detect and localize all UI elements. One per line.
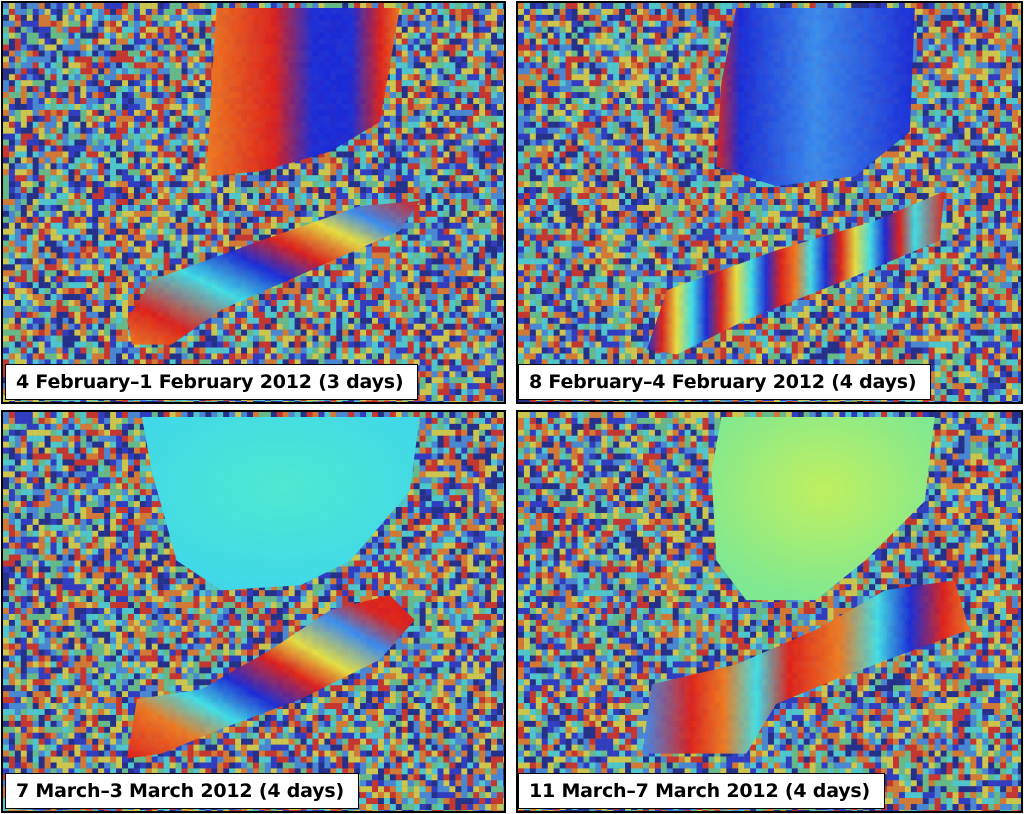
interferogram-panel-1: 4 February–1 February 2012 (3 days) <box>1 1 506 404</box>
interferogram-image <box>518 3 1021 402</box>
interferogram-image <box>3 412 504 811</box>
panel-caption: 7 March–3 March 2012 (4 days) <box>5 773 359 809</box>
panel-caption: 8 February–4 February 2012 (4 days) <box>518 364 932 400</box>
panel-caption: 4 February–1 February 2012 (3 days) <box>5 364 419 400</box>
panel-caption: 11 March–7 March 2012 (4 days) <box>518 773 886 809</box>
interferogram-image <box>3 3 504 402</box>
interferogram-panel-2: 8 February–4 February 2012 (4 days) <box>516 1 1023 404</box>
interferogram-panel-3: 7 March–3 March 2012 (4 days) <box>1 410 506 813</box>
interferogram-image <box>518 412 1021 811</box>
interferogram-panel-4: 11 March–7 March 2012 (4 days) <box>516 410 1023 813</box>
